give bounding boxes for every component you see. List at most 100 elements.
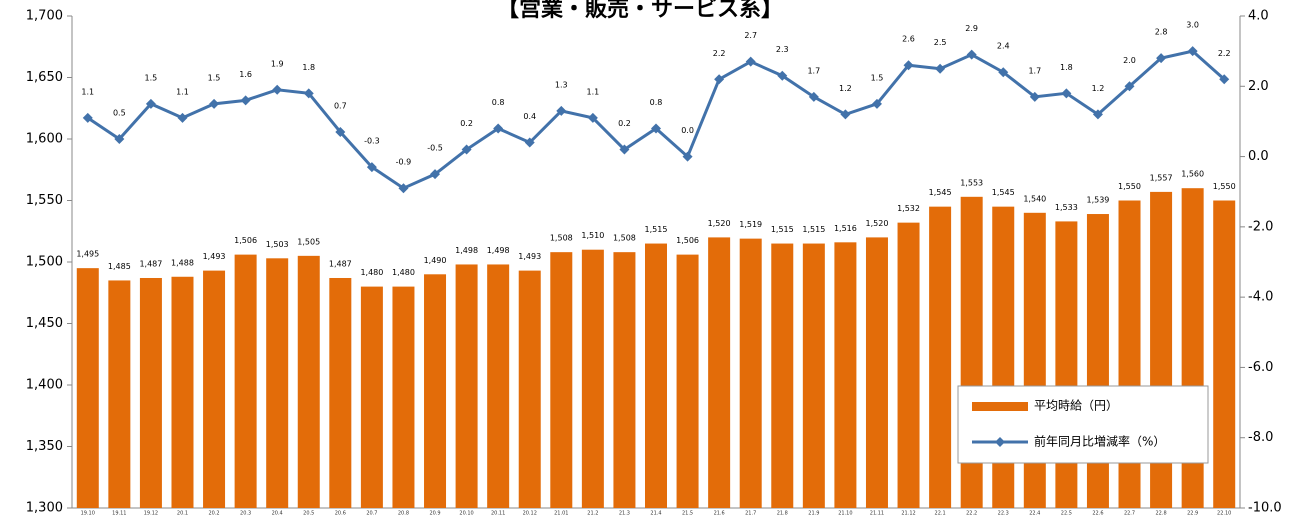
y-tick-label: 1,350	[26, 439, 63, 454]
line	[86, 49, 1226, 190]
bar	[487, 264, 510, 508]
x-tick-label: 22.5	[1061, 511, 1072, 516]
bar	[518, 270, 541, 508]
bar	[708, 237, 731, 508]
bar	[645, 243, 667, 509]
line-value-label: 0.5	[113, 109, 126, 118]
line-marker	[966, 49, 977, 60]
line-value-label: 2.2	[1218, 49, 1231, 58]
line-value-label: 2.0	[1123, 56, 1136, 65]
bar-value-label: 1,480	[360, 268, 383, 277]
line-marker	[145, 98, 156, 109]
line-marker	[398, 183, 409, 194]
line-marker	[714, 74, 725, 85]
line-marker	[177, 112, 188, 123]
line-marker	[272, 84, 283, 95]
line-value-label: 2.4	[997, 42, 1010, 51]
x-tick-label: 19.10	[81, 511, 95, 516]
bar-value-label: 1,545	[992, 188, 1015, 197]
bar-value-label: 1,519	[739, 220, 762, 229]
line-marker	[682, 151, 693, 162]
line-value-label: 1.1	[81, 87, 94, 96]
y2-tick-label: 0.0	[1248, 149, 1269, 164]
y-tick-label: 1,700	[26, 9, 63, 24]
legend-label: 平均時給（円）	[1034, 399, 1118, 413]
bar-value-label: 1,532	[897, 204, 920, 213]
bar	[234, 254, 257, 508]
x-tick-label: 21.4	[650, 511, 661, 516]
bar-value-label: 1,510	[581, 231, 604, 240]
bar	[297, 255, 320, 508]
bar	[802, 243, 825, 509]
x-tick-label: 22.6	[1092, 511, 1103, 516]
bar-value-label: 1,557	[1150, 173, 1173, 182]
x-tick-label: 20.4	[272, 511, 283, 516]
bar	[203, 270, 226, 508]
x-tick-label: 22.8	[1156, 511, 1167, 516]
line-value-label: 1.2	[1092, 84, 1105, 93]
line-value-label: 2.9	[965, 24, 978, 33]
line-value-label: 0.0	[681, 126, 694, 135]
line-value-label: 1.7	[807, 66, 820, 75]
line-marker	[493, 123, 504, 134]
legend-marker	[995, 437, 1005, 447]
bar-value-label: 1,540	[1023, 194, 1046, 203]
bar-value-label: 1,495	[76, 250, 99, 259]
line-value-label: 0.7	[334, 101, 347, 110]
bar-value-label: 1,503	[266, 240, 289, 249]
x-tick-label: 22.4	[1029, 511, 1040, 516]
line-marker	[871, 98, 882, 109]
bar-value-label: 1,506	[676, 236, 699, 245]
x-tick-label: 20.8	[398, 511, 409, 516]
x-tick-label: 20.9	[429, 511, 440, 516]
line-marker	[651, 123, 661, 134]
bar-value-label: 1,516	[834, 224, 857, 233]
line-marker	[1219, 74, 1230, 85]
line-value-label: 2.6	[902, 35, 915, 44]
x-tick-label: 20.3	[240, 511, 251, 516]
line-marker	[303, 88, 314, 99]
bar-value-label: 1,498	[455, 246, 478, 255]
x-tick-label: 20.1	[177, 511, 188, 516]
bar-value-label: 1,485	[108, 262, 131, 271]
line-value-label: 0.2	[618, 119, 631, 128]
line-marker	[430, 169, 441, 180]
bar	[266, 258, 289, 508]
bar-value-label: 1,520	[708, 219, 731, 228]
bar	[1086, 214, 1109, 508]
bar-value-label: 1,498	[487, 246, 510, 255]
line-marker	[114, 134, 125, 144]
bar	[139, 277, 162, 508]
line-marker	[240, 95, 251, 106]
legend: 平均時給（円） 前年同月比増減率（%）	[957, 385, 1209, 464]
line-value-label: 1.8	[1060, 63, 1073, 72]
bar	[897, 222, 920, 508]
line-marker	[1187, 46, 1198, 57]
bar	[739, 238, 762, 508]
line-marker	[935, 63, 946, 74]
line-marker	[524, 137, 535, 148]
x-tick-label: 21.9	[808, 511, 819, 516]
line-value-label: 2.7	[744, 31, 757, 40]
line-marker	[1156, 53, 1167, 64]
line-marker	[998, 67, 1009, 78]
y2-tick-label: -6.0	[1248, 360, 1273, 375]
bar-value-label: 1,508	[550, 234, 573, 243]
line-value-label: 2.5	[934, 38, 947, 47]
line-marker	[903, 60, 914, 71]
line-value-label: 1.9	[271, 59, 284, 68]
x-tick-label: 21.2	[587, 511, 598, 516]
y-tick-label: 1,450	[26, 316, 63, 331]
y2-tick-label: 2.0	[1248, 79, 1269, 94]
x-tick-label: 21.6	[714, 511, 725, 516]
line-value-label: -0.5	[427, 144, 443, 153]
x-tick-label: 21.5	[682, 511, 693, 516]
bar	[455, 264, 478, 508]
bar	[613, 252, 636, 508]
line-value-label: 0.4	[523, 112, 536, 121]
x-tick-label: 22.2	[966, 511, 977, 516]
bar	[676, 254, 699, 508]
bar	[1213, 200, 1236, 508]
